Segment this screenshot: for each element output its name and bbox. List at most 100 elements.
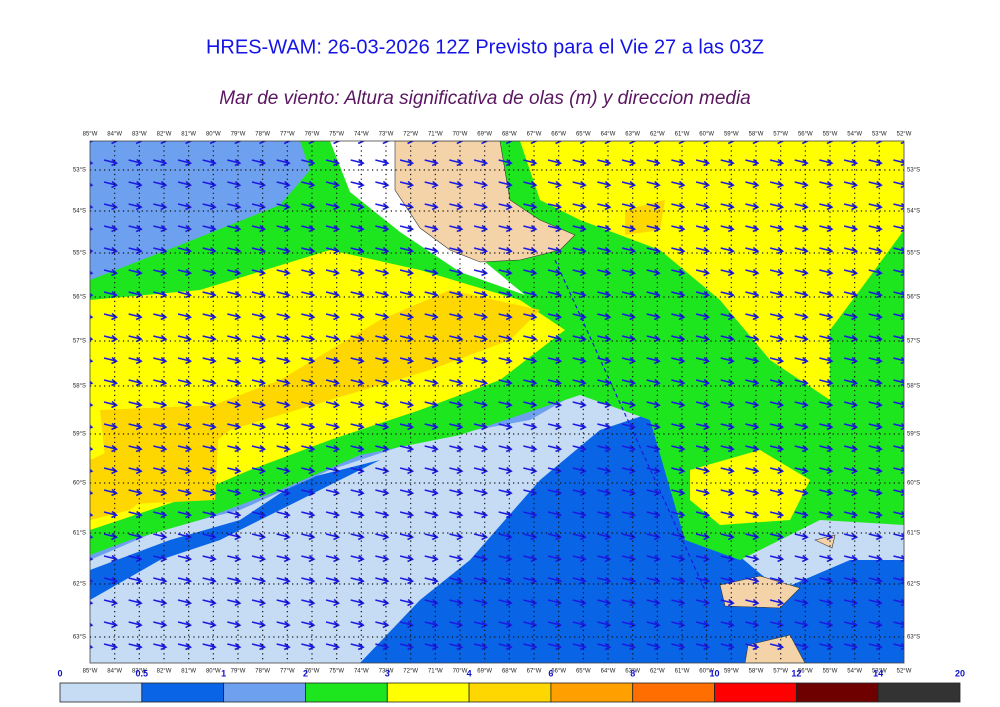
latitude-label: 58°S: [907, 384, 920, 390]
longitude-label: 70°W: [453, 132, 468, 138]
latitude-label: 56°S: [73, 295, 86, 301]
longitude-label: 55°W: [823, 132, 838, 138]
longitude-label: 59°W: [724, 132, 739, 138]
axis-labels: 85°W 85°W 84°W 84°W 83°W 83°W 82°W 82°W 81°W 81°W…: [73, 132, 920, 675]
longitude-label: 80°W: [206, 669, 221, 675]
longitude-label: 52°W: [897, 669, 912, 675]
longitude-label: 67°W: [527, 669, 542, 675]
longitude-label: 66°W: [551, 132, 566, 138]
latitude-label: 63°S: [907, 635, 920, 641]
longitude-label: 52°W: [897, 132, 912, 138]
latitude-label: 61°S: [907, 531, 920, 537]
latitude-label: 54°S: [73, 209, 86, 215]
colorbar: 0 0.5 1 2 3 4 6 8 10 12 14 20: [57, 668, 965, 703]
wave-direction-arrows: [90, 141, 904, 663]
longitude-label: 56°W: [798, 132, 813, 138]
longitude-label: 68°W: [502, 132, 517, 138]
longitude-label: 57°W: [773, 132, 788, 138]
latitude-label: 59°S: [73, 432, 86, 438]
map: [90, 141, 904, 663]
longitude-label: 61°W: [675, 132, 690, 138]
longitude-label: 53°W: [872, 669, 887, 675]
longitude-label: 85°W: [83, 132, 98, 138]
longitude-label: 63°W: [625, 132, 640, 138]
colorbar-label: 8: [630, 668, 635, 678]
latitude-label: 53°S: [907, 168, 920, 174]
latitude-label: 60°S: [73, 481, 86, 487]
longitude-label: 75°W: [329, 132, 344, 138]
colorbar-label: 6: [548, 668, 553, 678]
longitude-label: 75°W: [329, 669, 344, 675]
colorbar-segment: [223, 682, 306, 703]
longitude-label: 74°W: [354, 132, 369, 138]
subtitle: Mar de viento: Altura significativa de o…: [219, 88, 751, 109]
longitude-label: 60°W: [699, 132, 714, 138]
longitude-label: 76°W: [305, 132, 320, 138]
latitude-label: 55°S: [907, 251, 920, 257]
longitude-label: 70°W: [453, 669, 468, 675]
longitude-label: 85°W: [83, 669, 98, 675]
longitude-label: 58°W: [749, 132, 764, 138]
longitude-label: 69°W: [477, 669, 492, 675]
colorbar-segment: [59, 682, 143, 703]
longitude-label: 63°W: [625, 669, 640, 675]
longitude-label: 56°W: [798, 669, 813, 675]
latitude-label: 54°S: [907, 209, 920, 215]
longitude-label: 55°W: [823, 669, 838, 675]
colorbar-label: 1: [221, 668, 226, 678]
latitude-label: 63°S: [73, 635, 86, 641]
colorbar-segment: [632, 682, 715, 703]
latitude-label: 59°S: [907, 432, 920, 438]
longitude-label: 61°W: [675, 669, 690, 675]
colorbar-label: 10: [710, 668, 720, 678]
longitude-label: 83°W: [132, 132, 147, 138]
title: HRES-WAM: 26-03-2026 12Z Previsto para e…: [206, 36, 764, 58]
latitude-label: 62°S: [907, 582, 920, 588]
colorbar-label: 0: [57, 668, 62, 678]
colorbar-segment: [550, 682, 634, 703]
longitude-label: 79°W: [231, 132, 246, 138]
longitude-label: 58°W: [749, 669, 764, 675]
colorbar-label: 14: [873, 668, 883, 678]
longitude-label: 72°W: [403, 132, 418, 138]
longitude-label: 64°W: [601, 669, 616, 675]
longitude-label: 72°W: [403, 669, 418, 675]
longitude-label: 71°W: [428, 132, 443, 138]
latitude-label: 60°S: [907, 481, 920, 487]
section-line: [554, 259, 706, 591]
longitude-label: 81°W: [181, 669, 196, 675]
longitude-label: 82°W: [157, 132, 172, 138]
colorbar-label: 3: [385, 668, 390, 678]
latitude-label: 61°S: [73, 531, 86, 537]
latitude-label: 56°S: [907, 295, 920, 301]
longitude-label: 82°W: [157, 669, 172, 675]
colorbar-segment: [305, 682, 388, 703]
longitude-label: 84°W: [107, 132, 122, 138]
longitude-label: 73°W: [379, 132, 394, 138]
longitude-label: 65°W: [576, 132, 591, 138]
latitude-label: 57°S: [907, 339, 920, 345]
colorbar-label: 4: [467, 668, 472, 678]
longitude-label: 53°W: [872, 132, 887, 138]
colorbar-segment: [877, 682, 961, 703]
colorbar-segment: [386, 682, 470, 703]
longitude-label: 62°W: [650, 669, 665, 675]
longitude-label: 76°W: [305, 669, 320, 675]
colorbar-segment: [141, 682, 225, 703]
longitude-label: 81°W: [181, 132, 196, 138]
longitude-label: 54°W: [847, 132, 862, 138]
longitude-label: 67°W: [527, 132, 542, 138]
longitude-label: 78°W: [255, 669, 270, 675]
latitude-label: 62°S: [73, 582, 86, 588]
longitude-label: 62°W: [650, 132, 665, 138]
colorbar-segment: [795, 682, 879, 703]
colorbar-label: 2: [303, 668, 308, 678]
longitude-label: 77°W: [280, 669, 295, 675]
map-frame: [89, 140, 905, 664]
longitude-label: 73°W: [379, 669, 394, 675]
longitude-label: 71°W: [428, 669, 443, 675]
longitude-label: 83°W: [132, 669, 147, 675]
longitude-label: 66°W: [551, 669, 566, 675]
